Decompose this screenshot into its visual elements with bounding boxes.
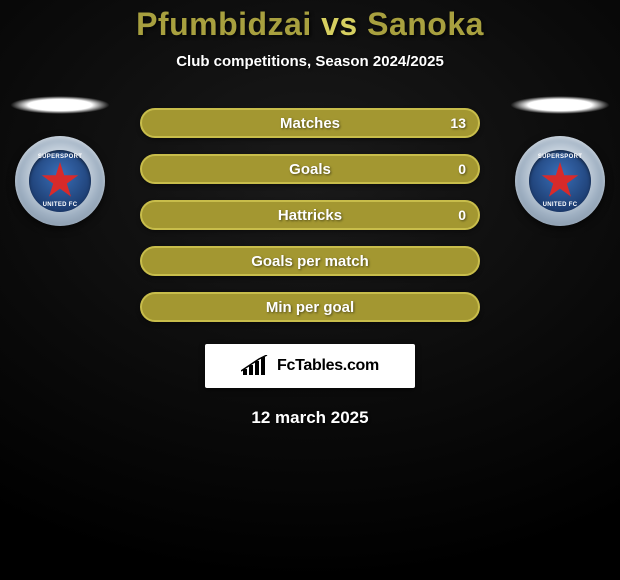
left-player-column: SUPERSPORT UNITED FC xyxy=(10,96,110,226)
badge-text-bottom: UNITED FC xyxy=(543,202,578,208)
subtitle: Club competitions, Season 2024/2025 xyxy=(0,53,620,70)
stat-bar: Min per goal xyxy=(140,292,480,322)
container: Pfumbidzai vs Sanoka Club competitions, … xyxy=(0,0,620,580)
club-badge-right: SUPERSPORT UNITED FC xyxy=(515,136,605,226)
date-label: 12 march 2025 xyxy=(0,408,620,428)
stat-label: Hattricks xyxy=(278,207,342,224)
site-logo-text: FcTables.com xyxy=(277,357,379,375)
site-logo[interactable]: FcTables.com xyxy=(205,344,415,388)
title-left: Pfumbidzai xyxy=(136,6,312,42)
badge-text-bottom: UNITED FC xyxy=(43,202,78,208)
stat-bar: Matches 13 xyxy=(140,108,480,138)
stat-value-right: 0 xyxy=(458,161,466,177)
badge-star-icon xyxy=(41,162,79,200)
stat-bar: Goals per match xyxy=(140,246,480,276)
stat-bar-list: Matches 13 Goals 0 Hattricks 0 Goals per match… xyxy=(140,108,480,322)
player-oval-shadow xyxy=(10,96,110,114)
badge-star-icon xyxy=(541,162,579,200)
badge-text-top: SUPERSPORT xyxy=(38,154,82,160)
stat-bar: Goals 0 xyxy=(140,154,480,184)
bar-chart-icon xyxy=(241,355,271,377)
badge-inner: SUPERSPORT UNITED FC xyxy=(29,150,91,212)
stat-value-right: 0 xyxy=(458,207,466,223)
stat-label: Goals per match xyxy=(251,253,369,270)
stat-label: Matches xyxy=(280,115,340,132)
badge-inner: SUPERSPORT UNITED FC xyxy=(529,150,591,212)
page-title: Pfumbidzai vs Sanoka xyxy=(0,6,620,43)
club-badge-left: SUPERSPORT UNITED FC xyxy=(15,136,105,226)
stats-area: SUPERSPORT UNITED FC SUPERSPORT UNITED F… xyxy=(0,108,620,322)
stat-bar: Hattricks 0 xyxy=(140,200,480,230)
right-player-column: SUPERSPORT UNITED FC xyxy=(510,96,610,226)
stat-value-right: 13 xyxy=(450,115,466,131)
title-right: Sanoka xyxy=(367,6,484,42)
player-oval-shadow xyxy=(510,96,610,114)
badge-text-top: SUPERSPORT xyxy=(538,154,582,160)
stat-label: Goals xyxy=(289,161,331,178)
stat-label: Min per goal xyxy=(266,299,354,316)
title-vs: vs xyxy=(312,6,367,42)
